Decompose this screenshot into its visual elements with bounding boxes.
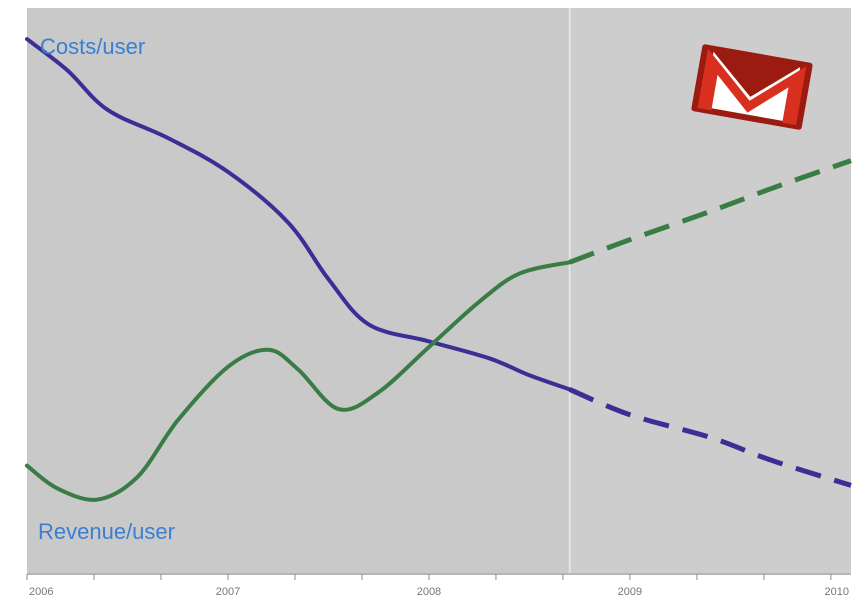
data-point-costs-user-4	[226, 170, 230, 174]
data-point-revenue-user-11	[477, 300, 481, 304]
data-point-revenue-user-2	[95, 498, 99, 502]
data-point-revenue-user-14	[628, 238, 632, 242]
data-point-costs-user-12	[628, 413, 632, 417]
series-layer	[25, 37, 853, 502]
data-point-costs-user-0	[25, 37, 29, 41]
data-point-revenue-user-16	[769, 187, 773, 191]
data-point-revenue-user-4	[176, 418, 180, 422]
data-point-revenue-user-5	[226, 365, 230, 369]
data-point-costs-user-11	[568, 387, 572, 391]
data-point-revenue-user-8	[337, 407, 341, 411]
data-point-costs-user-15	[849, 483, 853, 487]
gmail-envelope-flap	[703, 51, 801, 123]
actual-period-background	[27, 8, 570, 573]
x-tick-label-2010: 2010	[825, 586, 849, 598]
data-point-revenue-user-7	[296, 368, 300, 372]
data-point-costs-user-14	[769, 458, 773, 462]
data-point-revenue-user-15	[708, 209, 712, 213]
data-point-costs-user-6	[327, 277, 331, 281]
data-point-revenue-user-12	[517, 272, 521, 276]
series-label-costs-per-user: Costs/user	[40, 34, 145, 59]
gmail-m-letter	[697, 48, 807, 126]
data-point-costs-user-7	[367, 322, 371, 326]
data-point-costs-user-8	[427, 339, 431, 343]
data-point-costs-user-10	[527, 373, 531, 377]
gmail-logo	[691, 44, 813, 130]
data-point-revenue-user-10	[427, 345, 431, 349]
data-point-costs-user-1	[65, 68, 69, 72]
data-point-costs-user-5	[286, 221, 290, 225]
x-tick-label-2006: 2006	[29, 586, 53, 598]
series-line-revenue-user-forecast	[568, 158, 852, 265]
series-line-costs-user-forecast	[568, 387, 852, 488]
data-point-revenue-user-1	[55, 486, 59, 490]
x-axis-tick-labels: 2006 2007 2008 2009 2010	[29, 586, 849, 598]
data-point-revenue-user-6	[266, 348, 270, 352]
data-point-revenue-user-17	[849, 159, 853, 163]
data-point-costs-user-2	[105, 108, 109, 112]
data-point-revenue-user-0	[25, 464, 29, 468]
data-point-revenue-user-3	[136, 475, 140, 479]
x-tick-label-2009: 2009	[618, 586, 642, 598]
data-point-costs-user-13	[708, 435, 712, 439]
x-tick-label-2008: 2008	[417, 586, 441, 598]
data-point-costs-user-9	[487, 356, 491, 360]
data-point-revenue-user-9	[377, 390, 381, 394]
x-tick-label-2007: 2007	[216, 586, 240, 598]
x-axis-ticks	[26, 574, 832, 580]
series-line-costs-user-actual	[25, 37, 572, 392]
series-line-revenue-user-actual	[25, 260, 572, 502]
series-label-revenue-per-user: Revenue/user	[38, 519, 175, 544]
data-point-costs-user-3	[166, 136, 170, 140]
data-point-revenue-user-13	[568, 260, 572, 264]
